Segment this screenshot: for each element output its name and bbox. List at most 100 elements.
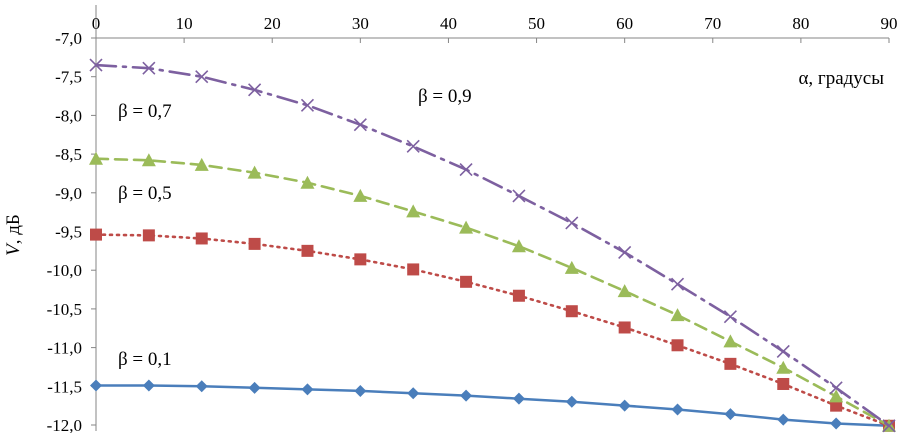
series-label-beta-0-9: β = 0,9 [418, 86, 472, 107]
series-line [94, 63, 891, 428]
data-point-x [353, 118, 367, 132]
y-axis-ticks: -7,0 -7,5 -8,0 -8,5 -9,0 -9,5 -10,0 -10,5 -11,0 -… [47, 29, 96, 433]
data-point-diamond [830, 417, 843, 430]
series-line [94, 384, 891, 428]
data-point-square [512, 289, 525, 302]
data-point-diamond [301, 383, 314, 396]
data-point-square [724, 357, 737, 370]
data-point-x [142, 61, 156, 75]
data-point-x [670, 277, 685, 291]
data-point-triangle [247, 165, 262, 179]
data-point-triangle [511, 239, 526, 253]
data-point-x [882, 419, 896, 433]
y-axis-title: V, дБ [3, 214, 24, 256]
x-tick-label: 30 [352, 14, 369, 33]
data-point-square [618, 321, 631, 334]
data-point-triangle [300, 175, 315, 189]
series-2 [90, 228, 895, 432]
x-tick-label: 40 [440, 14, 457, 33]
y-tick-label: -12,0 [47, 416, 82, 433]
data-point-triangle [141, 153, 156, 167]
series-label-beta-0-5: β = 0,5 [118, 183, 172, 204]
data-point-x [459, 163, 473, 177]
series-label-beta-0-1: β = 0,1 [118, 349, 172, 370]
data-point-triangle [829, 389, 844, 403]
data-point-x [776, 344, 790, 359]
x-tick-label: 50 [528, 14, 545, 33]
y-tick-label: -9,0 [55, 184, 82, 203]
data-point-diamond [90, 379, 102, 392]
x-tick-label: 70 [704, 14, 721, 33]
series-3 [89, 151, 896, 432]
data-point-triangle [617, 284, 632, 298]
y-axis-title-symbol: V [3, 242, 24, 256]
series-line [94, 157, 891, 428]
y-tick-label: -11,5 [47, 377, 82, 396]
plot-area: 0 10 20 30 40 50 60 70 80 90 -7,0 -7,5 -8,0 -8,5 -9,0… [47, 5, 898, 433]
data-point-triangle [459, 220, 474, 234]
data-point-diamond [407, 387, 420, 400]
data-point-diamond [512, 392, 525, 405]
y-tick-label: -7,5 [55, 68, 82, 87]
data-point-x [406, 139, 420, 153]
data-point-square [142, 229, 155, 242]
data-point-triangle [564, 260, 579, 274]
data-point-square [354, 253, 367, 266]
data-point-square [830, 399, 843, 412]
x-tick-label: 60 [616, 14, 633, 33]
data-point-diamond [618, 399, 631, 412]
data-point-diamond [565, 395, 578, 408]
data-point-diamond [354, 384, 367, 397]
data-point-triangle [776, 360, 791, 374]
data-point-x [565, 216, 579, 230]
data-point-diamond [195, 380, 208, 393]
x-tick-label: 80 [792, 14, 809, 33]
data-point-triangle [723, 334, 738, 348]
y-tick-label: -10,5 [47, 300, 82, 319]
data-point-x [723, 310, 737, 324]
series-4 [89, 58, 896, 433]
x-tick-label: 10 [176, 14, 193, 33]
y-tick-label: -8,5 [55, 145, 82, 164]
data-point-diamond [671, 403, 684, 416]
x-axis-ticks: 0 10 20 30 40 50 60 70 80 90 [92, 14, 898, 43]
data-point-x [618, 245, 632, 259]
data-point-square [460, 275, 473, 288]
y-tick-label: -10,0 [47, 261, 82, 280]
series-label-beta-0-7: β = 0,7 [118, 101, 172, 122]
data-point-x [300, 98, 315, 112]
data-point-diamond [777, 413, 790, 426]
data-point-diamond [724, 408, 737, 421]
data-point-x [512, 189, 526, 203]
data-point-diamond [460, 389, 473, 402]
data-point-triangle [406, 204, 421, 218]
data-point-square [671, 339, 684, 352]
y-tick-label: -9,5 [55, 223, 82, 242]
data-point-square [777, 377, 790, 390]
data-point-diamond [142, 379, 155, 392]
data-point-x [195, 70, 209, 84]
series-group [89, 58, 896, 433]
data-point-square [248, 237, 261, 250]
data-point-triangle [353, 188, 368, 202]
x-tick-label: 20 [264, 14, 281, 33]
data-point-square [90, 228, 102, 241]
y-tick-label: -7,0 [55, 29, 82, 48]
data-point-triangle [194, 157, 209, 171]
data-point-square [195, 232, 208, 245]
data-point-x [829, 381, 843, 395]
data-point-square [407, 263, 420, 276]
series-1 [90, 379, 895, 432]
y-tick-label: -11,0 [47, 339, 82, 358]
x-tick-label: 90 [881, 14, 898, 33]
data-point-diamond [248, 381, 261, 394]
data-point-triangle [670, 308, 685, 322]
data-point-triangle [89, 151, 103, 165]
y-axis-title-unit: , дБ [3, 214, 24, 244]
x-tick-label: 0 [92, 14, 101, 33]
y-tick-label: -8,0 [55, 106, 82, 125]
data-point-square [565, 305, 578, 318]
x-axis-title: α, градусы [798, 68, 884, 89]
data-point-square [301, 244, 314, 257]
